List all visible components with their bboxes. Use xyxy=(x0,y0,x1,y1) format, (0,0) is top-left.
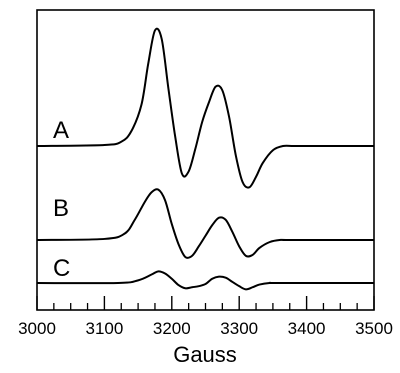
spectrum-trace-a xyxy=(36,27,374,189)
trace-label-group: A B C xyxy=(53,117,70,282)
spectrum-trace-b xyxy=(36,188,374,259)
trace-label-a: A xyxy=(53,117,69,144)
x-tick-label: 3400 xyxy=(288,319,326,338)
major-tick-group xyxy=(36,296,375,310)
spectrum-trace-c xyxy=(36,270,374,291)
x-tick-label: 3200 xyxy=(153,319,191,338)
x-tick-label: 3500 xyxy=(355,319,393,338)
trace-group xyxy=(36,27,374,291)
minor-tick-group xyxy=(53,303,358,310)
x-tick-label: 3000 xyxy=(18,319,56,338)
x-axis-label: Gauss xyxy=(173,342,237,367)
plot-frame xyxy=(36,9,375,311)
trace-label-c: C xyxy=(53,255,70,282)
tick-label-group: 3000 3100 3200 3300 3400 3500 xyxy=(18,319,393,338)
x-tick-label: 3300 xyxy=(220,319,258,338)
x-tick-label: 3100 xyxy=(85,319,123,338)
trace-label-b: B xyxy=(53,195,69,222)
